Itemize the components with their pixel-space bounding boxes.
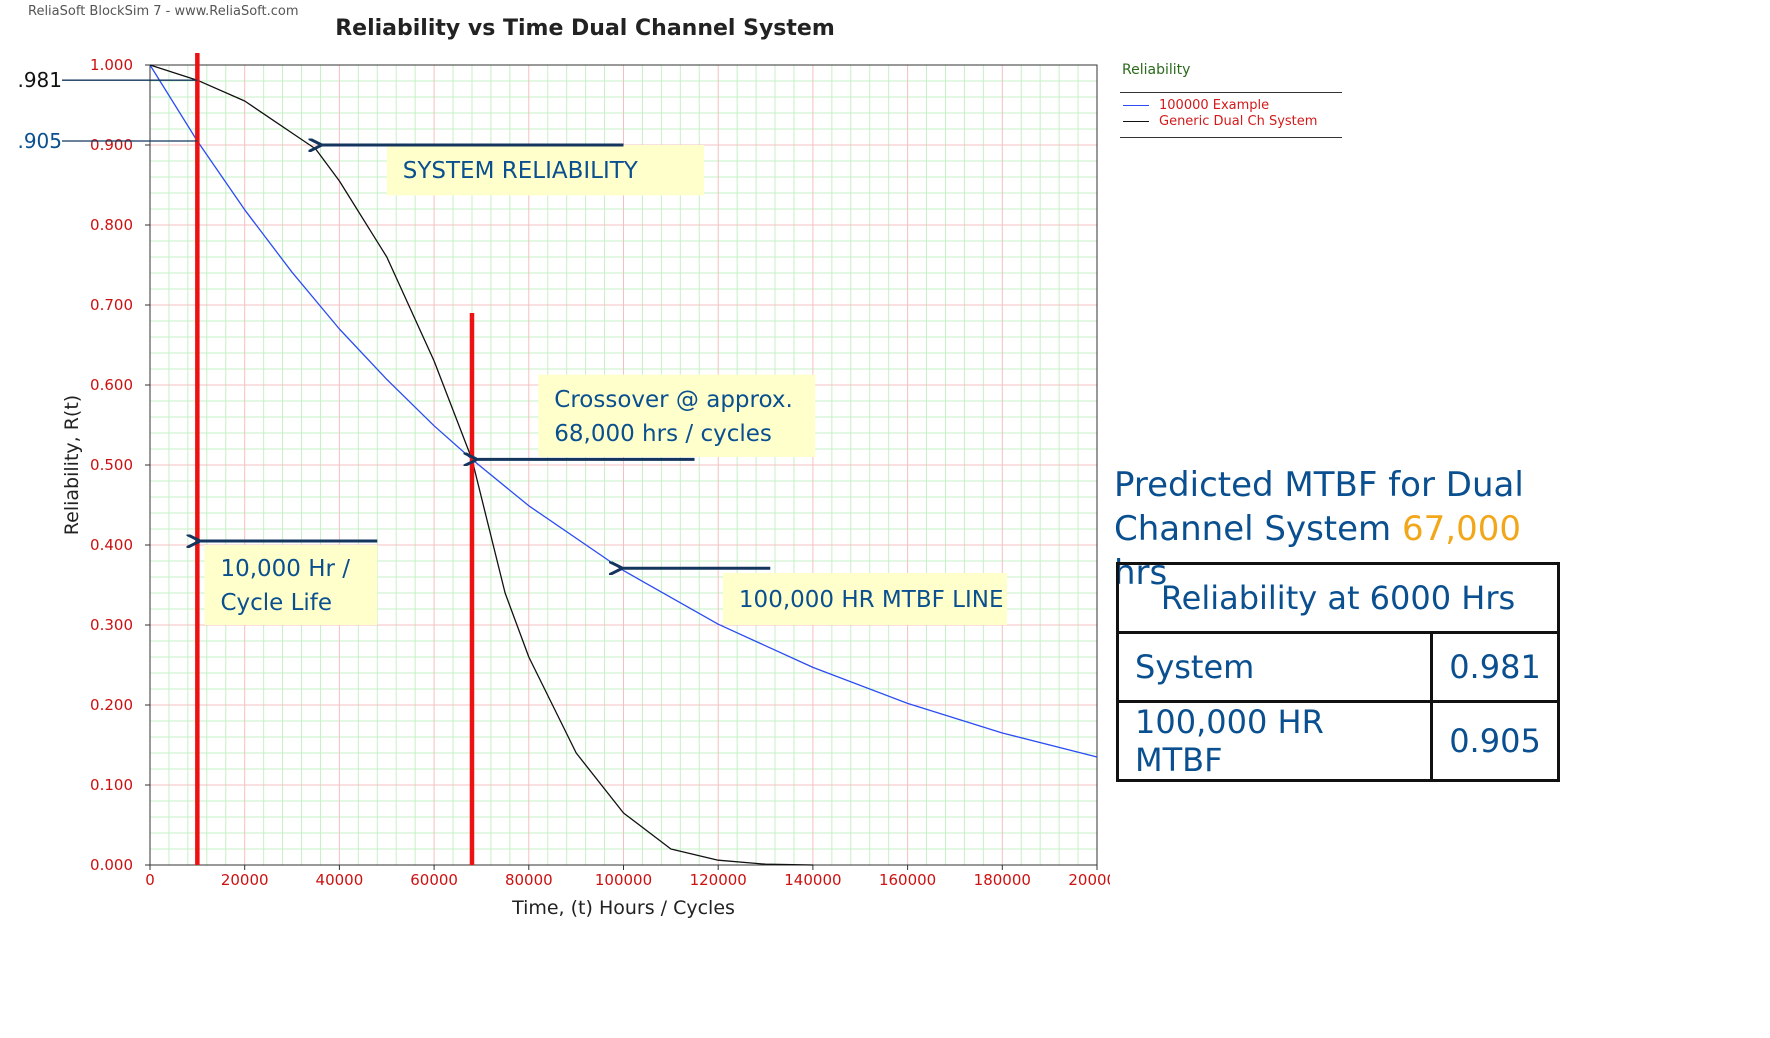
y-tick-label: 0.100 — [90, 776, 133, 794]
y-tick-label: 0.600 — [90, 376, 133, 394]
x-tick-label: 40000 — [316, 871, 364, 889]
x-tick-label: 200000 — [1068, 871, 1110, 889]
y-tick-label: 0.500 — [90, 456, 133, 474]
callout-text: 100,000 HR MTBF LINE — [739, 587, 1004, 613]
table-row: 100,000 HR MTBF 0.905 — [1116, 700, 1560, 782]
y-mark-label: .981 — [17, 68, 62, 92]
y-tick-label: 0.400 — [90, 536, 133, 554]
x-tick-label: 20000 — [221, 871, 269, 889]
table-cell-value: 0.905 — [1430, 700, 1560, 782]
reliability-table: Reliability at 6000 Hrs System 0.981 100… — [1116, 562, 1560, 782]
callout: SYSTEM RELIABILITY — [320, 145, 704, 196]
legend-swatch-black — [1123, 120, 1149, 122]
y-tick-label: 0.800 — [90, 216, 133, 234]
table-header-row: Reliability at 6000 Hrs — [1116, 562, 1560, 634]
table-cell-value: 0.981 — [1430, 631, 1560, 703]
mtbf-line1: Predicted MTBF for Dual — [1114, 465, 1524, 505]
y-tick-label: 0.900 — [90, 136, 133, 154]
y-tick-label: 0.200 — [90, 696, 133, 714]
x-tick-label: 80000 — [505, 871, 553, 889]
legend: Reliability 100000 Example Generic Dual … — [1120, 62, 1342, 138]
y-axis-label: Reliability, R(t) — [61, 395, 83, 535]
x-tick-label: 0 — [145, 871, 155, 889]
legend-item-system: Generic Dual Ch System — [1120, 113, 1342, 129]
table-row: System 0.981 — [1116, 631, 1560, 703]
x-tick-label: 180000 — [974, 871, 1031, 889]
callout-text: 68,000 hrs / cycles — [554, 421, 772, 447]
legend-item-example: 100000 Example — [1120, 97, 1342, 113]
table-cell-label: 100,000 HR MTBF — [1116, 700, 1433, 782]
y-tick-label: 0.700 — [90, 296, 133, 314]
y-tick-label: 0.000 — [90, 856, 133, 874]
callout: 10,000 Hr / Cycle Life — [199, 541, 378, 625]
legend-swatch-blue — [1123, 104, 1149, 106]
table-cell-label: System — [1116, 631, 1433, 703]
callout: 100,000 HR MTBF LINE — [621, 568, 1008, 625]
mtbf-line2-prefix: Channel System — [1114, 509, 1402, 549]
watermark: ReliaSoft BlockSim 7 - www.ReliaSoft.com — [28, 4, 299, 19]
legend-label-example: 100000 Example — [1159, 97, 1270, 113]
x-tick-label: 100000 — [595, 871, 652, 889]
callout: Crossover @ approx. 68,000 hrs / cycles — [476, 374, 816, 460]
x-tick-label: 160000 — [879, 871, 936, 889]
legend-label-system: Generic Dual Ch System — [1159, 113, 1318, 129]
x-tick-label: 60000 — [410, 871, 458, 889]
callout-text: 10,000 Hr / — [220, 556, 350, 582]
callout-box — [204, 545, 378, 625]
x-tick-label: 120000 — [690, 871, 747, 889]
x-tick-label: 140000 — [784, 871, 841, 889]
table-header: Reliability at 6000 Hrs — [1116, 562, 1560, 634]
legend-title: Reliability — [1122, 62, 1191, 78]
grid — [150, 65, 1097, 865]
callout-text: Cycle Life — [220, 590, 332, 616]
mtbf-summary: Predicted MTBF for Dual Channel System 6… — [1114, 463, 1564, 595]
mtbf-line2: Channel System 67,000 hrs — [1114, 507, 1564, 595]
y-tick-label: 0.300 — [90, 616, 133, 634]
callout-box — [538, 374, 816, 457]
y-mark-label: .905 — [17, 129, 62, 153]
x-axis-label: Time, (t) Hours / Cycles — [511, 897, 735, 919]
callout-text: SYSTEM RELIABILITY — [403, 158, 639, 184]
callout-box — [722, 573, 1008, 625]
chart-title: Reliability vs Time Dual Channel System — [335, 16, 835, 41]
reliability-chart: 0 20000 40000 60000 80000 100000 120000 140000 1… — [17, 53, 1110, 919]
y-tick-label: 1.000 — [90, 56, 133, 74]
mtbf-value: 67,000 — [1402, 509, 1521, 549]
callout-box — [386, 145, 704, 196]
callout-text: Crossover @ approx. — [554, 387, 793, 413]
